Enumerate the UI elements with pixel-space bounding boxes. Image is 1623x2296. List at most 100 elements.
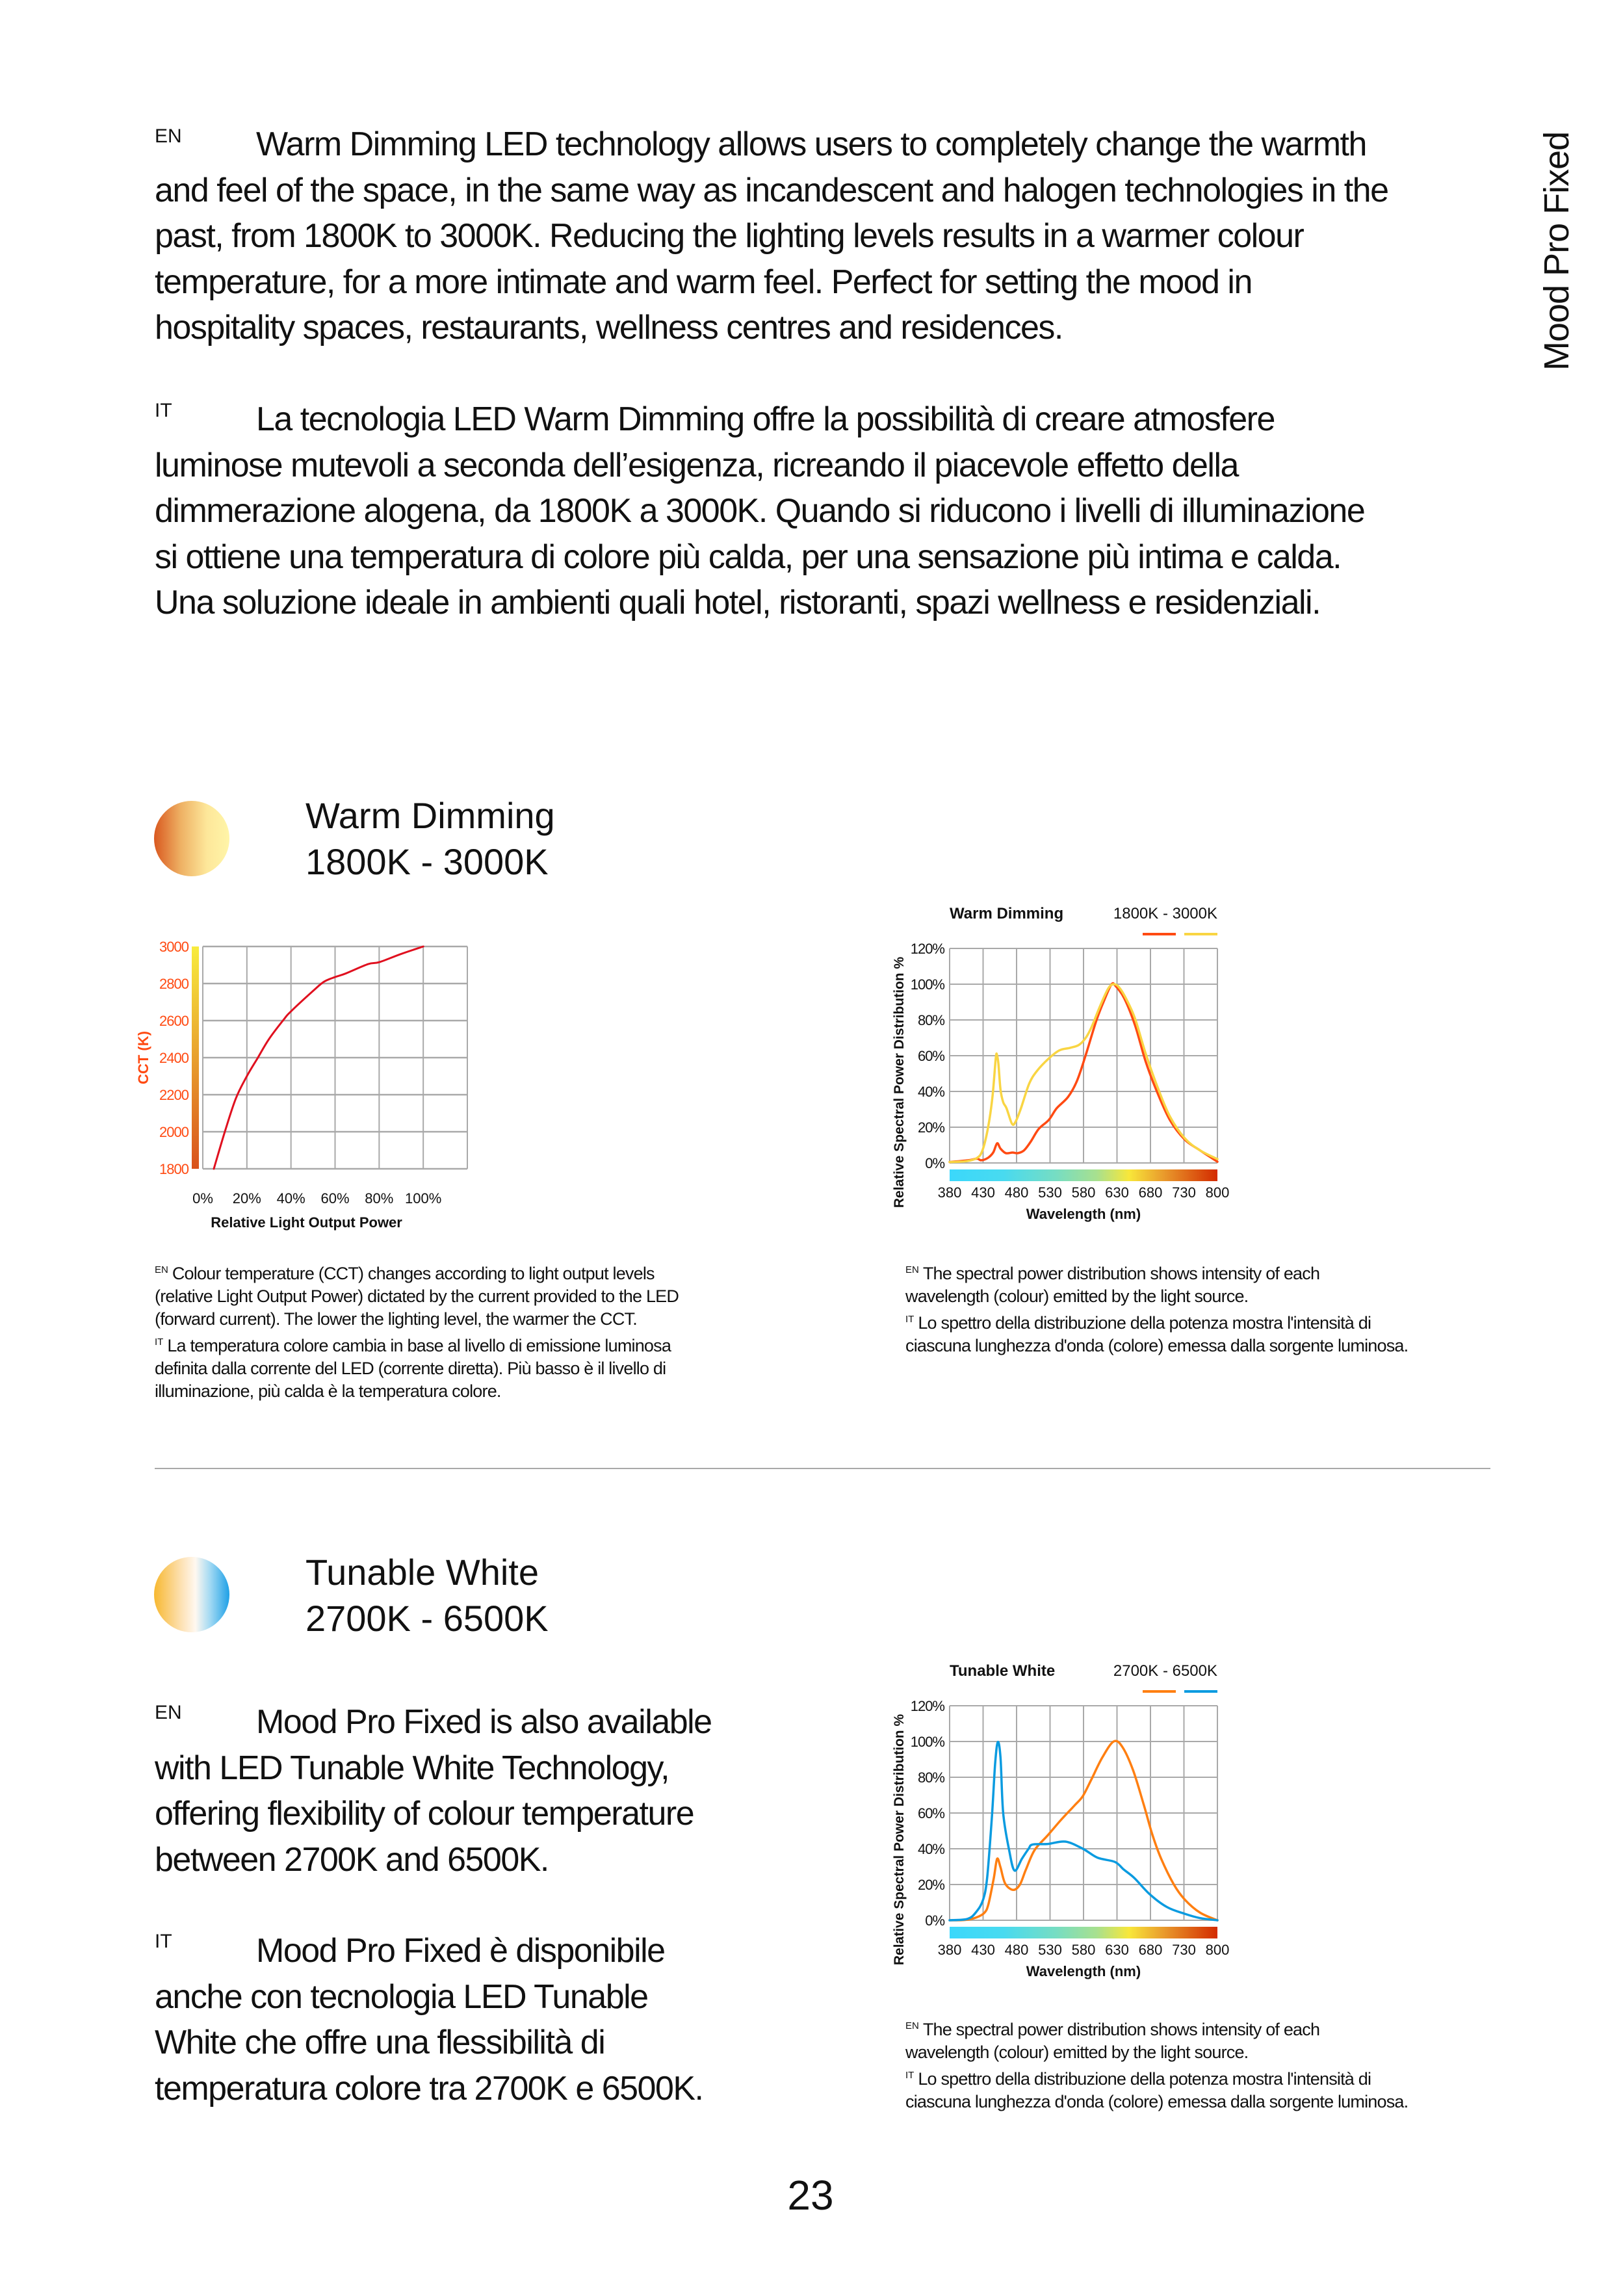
warm-dimming-range: 1800K - 3000K (305, 841, 549, 882)
tunable-spd-caption: EN The spectral power distribution shows … (905, 2015, 1409, 2113)
caption-line: definita dalla corrente del LED (corrent… (155, 1359, 666, 1378)
cct-color-bar (192, 946, 199, 1169)
text-line: temperatura colore tra 2700K e 6500K. (155, 2069, 704, 2107)
tunable-en-paragraph: Mood Pro Fixed is also available with LE… (155, 1699, 712, 1883)
x-tick-label: 80% (365, 1190, 393, 1207)
tunable-white-range: 2700K - 6500K (305, 1598, 549, 1639)
y-tick-label: 100% (911, 1734, 945, 1750)
text-line: White che offre una flessibilità di (155, 2024, 606, 2061)
lang-tag-it: IT (905, 2070, 915, 2081)
y-tick-label: 40% (918, 1841, 944, 1857)
x-tick-label: 680 (1139, 1942, 1163, 1958)
warm-spd-caption: EN The spectral power distribution shows … (905, 1259, 1409, 1357)
caption-line: illuminazione, più calda è la temperatur… (155, 1381, 501, 1401)
text-line: Warm Dimming LED technology allows users… (256, 125, 1367, 163)
spd-curve-1800K (948, 982, 1219, 1164)
y-tick-label: 2400 (159, 1050, 189, 1066)
y-tick-label: 2200 (159, 1087, 189, 1103)
x-tick-label: 380 (938, 1184, 962, 1201)
x-tick-label: 730 (1172, 1184, 1196, 1201)
warm-dimming-title: Warm Dimming (305, 795, 555, 836)
y-axis-label: Relative Spectral Power Distribution % (892, 957, 907, 1208)
x-axis-label: Wavelength (nm) (1026, 1206, 1141, 1222)
x-tick-label: 680 (1139, 1184, 1163, 1201)
text-line: Una soluzione ideale in ambienti quali h… (155, 584, 1321, 621)
tunable-white-swatch-icon (154, 1557, 229, 1632)
x-tick-label: 380 (938, 1942, 962, 1958)
y-tick-label: 2800 (159, 976, 189, 992)
caption-line: La temperatura colore cambia in base al … (167, 1336, 671, 1355)
y-tick-label: 20% (918, 1877, 944, 1893)
text-line: luminose mutevoli a seconda dell’esigenz… (155, 446, 1239, 484)
y-tick-label: 60% (918, 1805, 944, 1821)
x-tick-label: 630 (1105, 1184, 1129, 1201)
spd-curve-6500K (948, 1740, 1219, 1922)
y-tick-label: 0% (925, 1155, 944, 1171)
chart-title: Tunable White (950, 1662, 1055, 1680)
lang-tag-en: EN (155, 125, 182, 147)
x-tick-label: 480 (1005, 1942, 1029, 1958)
caption-line: The spectral power distribution shows in… (922, 2020, 1320, 2039)
y-tick-label: 3000 (159, 939, 189, 955)
x-tick-label: 60% (320, 1190, 349, 1207)
lang-tag-en: EN (905, 2020, 919, 2031)
caption-line: (forward current). The lower the lightin… (155, 1309, 638, 1329)
text-line: anche con tecnologia LED Tunable (155, 1977, 649, 2016)
text-line: and feel of the space, in the same way a… (155, 171, 1389, 209)
caption-line: The spectral power distribution shows in… (922, 1264, 1320, 1283)
x-tick-label: 800 (1206, 1184, 1230, 1201)
lang-tag-it: IT (905, 1314, 915, 1325)
lang-tag-en: EN (155, 1702, 182, 1723)
lang-tag-en: EN (905, 1264, 919, 1275)
lang-tag-en: EN (155, 1264, 168, 1275)
tunable-white-heading: Tunable White 2700K - 6500K (305, 1549, 549, 1641)
y-tick-label: 1800 (159, 1161, 189, 1177)
caption-line: Lo spettro della distribuzione della pot… (918, 2069, 1371, 2089)
cct-chart: 1800 2000 2200 2400 2600 2800 3000 0% 20% 40% 60% 8… (135, 939, 468, 1231)
y-tick-label: 40% (918, 1084, 944, 1100)
x-axis-label: Relative Light Output Power (211, 1214, 402, 1231)
y-tick-label: 2600 (159, 1013, 189, 1029)
x-tick-label: 40% (277, 1190, 305, 1207)
caption-line: wavelength (colour) emitted by the light… (905, 2042, 1249, 2062)
tunable-spd-chart: Tunable White 2700K - 6500K 0% 20% 40% 60% 80%… (892, 1662, 1229, 1979)
chart-title: Warm Dimming (950, 905, 1063, 922)
lang-tag-it: IT (155, 400, 172, 421)
text-line: between 2700K and 6500K. (155, 1840, 549, 1879)
legend-title: 2700K - 6500K (1113, 1662, 1217, 1680)
tunable-white-title: Tunable White (305, 1552, 539, 1593)
caption-line: Lo spettro della distribuzione della pot… (918, 1313, 1371, 1333)
y-axis-label: Relative Spectral Power Distribution % (892, 1714, 907, 1966)
x-tick-label: 430 (971, 1942, 995, 1958)
intro-en-paragraph: Warm Dimming LED technology allows users… (155, 122, 1389, 351)
y-tick-label: 20% (918, 1119, 944, 1136)
y-tick-label: 120% (911, 1698, 945, 1714)
spectrum-bar (950, 1169, 1217, 1181)
x-tick-label: 530 (1038, 1184, 1062, 1201)
warm-dimming-swatch-icon (154, 801, 229, 876)
warm-dimming-heading: Warm Dimming 1800K - 3000K (305, 792, 555, 885)
text-line: dimmerazione alogena, da 1800K a 3000K. … (155, 492, 1366, 530)
x-tick-label: 0% (192, 1190, 213, 1207)
text-line: hospitality spaces, restaurants, wellnes… (155, 309, 1063, 346)
cct-curve (213, 945, 424, 1170)
caption-line: Colour temperature (CCT) changes accordi… (172, 1264, 655, 1283)
y-tick-label: 60% (918, 1048, 944, 1064)
intro-it-paragraph: La tecnologia LED Warm Dimming offre la … (155, 397, 1366, 626)
spd-curve-2700K (948, 1740, 1219, 1922)
text-line: past, from 1800K to 3000K. Reducing the … (155, 217, 1305, 255)
x-tick-label: 580 (1072, 1942, 1096, 1958)
spd-curve-3000K (948, 983, 1219, 1164)
y-tick-label: 100% (911, 976, 945, 993)
section-divider (155, 1468, 1490, 1469)
legend-title: 1800K - 3000K (1113, 905, 1217, 922)
text-line: offering flexibility of colour temperatu… (155, 1795, 695, 1833)
x-tick-label: 20% (233, 1190, 261, 1207)
spectrum-bar (950, 1927, 1217, 1938)
caption-line: ciascuna lunghezza d'onda (colore) emess… (905, 2092, 1409, 2111)
caption-line: ciascuna lunghezza d'onda (colore) emess… (905, 1336, 1409, 1355)
y-tick-label: 2000 (159, 1124, 189, 1140)
x-axis-label: Wavelength (nm) (1026, 1963, 1141, 1979)
y-tick-label: 120% (911, 941, 945, 957)
